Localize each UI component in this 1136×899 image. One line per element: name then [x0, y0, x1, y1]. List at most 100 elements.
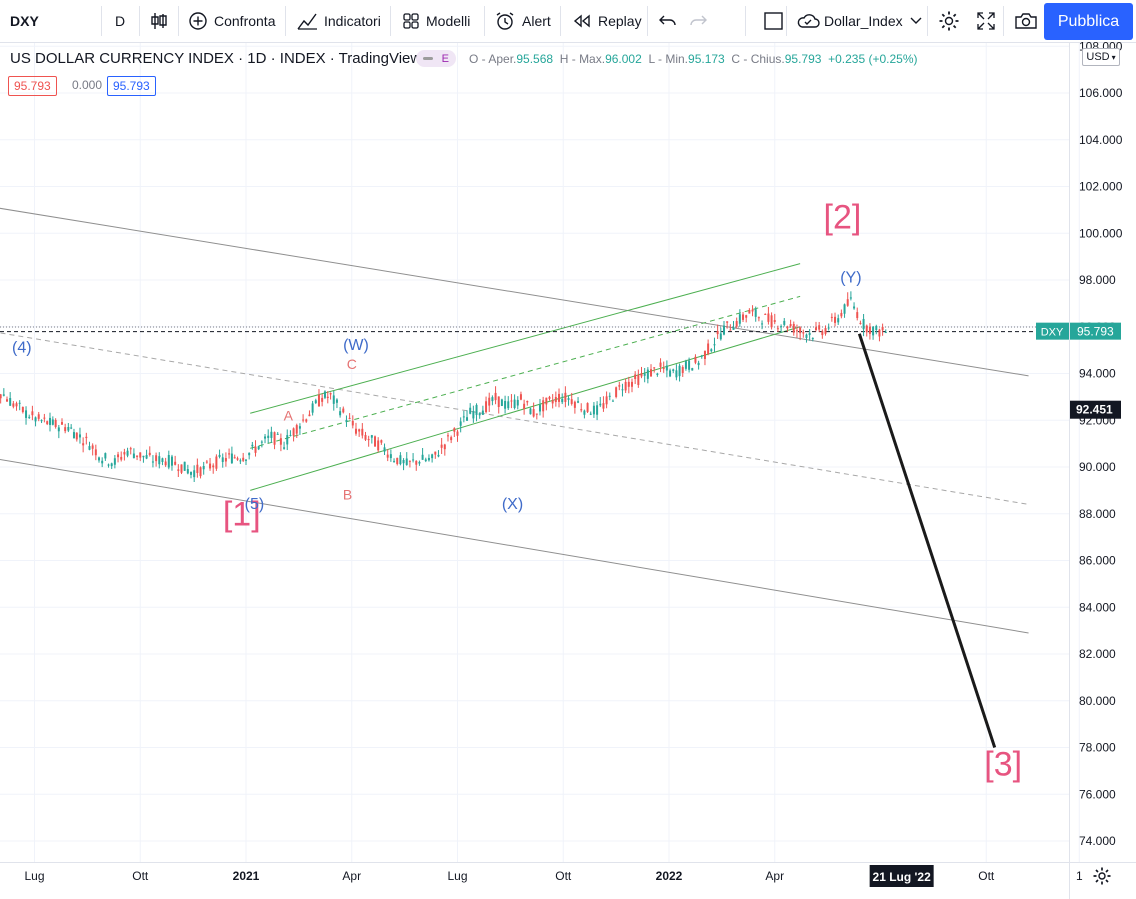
time-tick-label: Apr — [765, 869, 784, 883]
candle-body — [218, 454, 221, 457]
candle-body — [592, 405, 595, 415]
candle-body — [757, 317, 760, 319]
candle-body — [764, 313, 767, 315]
ask-box[interactable]: 95.793 — [107, 76, 156, 96]
templates-button[interactable]: Modelli — [394, 0, 478, 42]
alert-label: Alert — [522, 13, 551, 29]
candle-body — [383, 447, 386, 452]
undo-icon — [659, 15, 676, 26]
candle-body — [504, 400, 507, 409]
candle-body — [279, 438, 282, 445]
candle-body — [630, 381, 633, 387]
crosshair-price-tag — [1070, 400, 1121, 419]
camera-icon — [1015, 13, 1037, 29]
candle-body — [107, 464, 110, 466]
candle-body — [161, 458, 164, 462]
time-tick-label: 1 — [1076, 869, 1083, 883]
chart-style-button[interactable] — [140, 0, 178, 42]
symbol-search-button[interactable]: DXY — [2, 0, 100, 42]
candle-body — [783, 320, 786, 325]
candle-body — [580, 409, 583, 411]
candle-body — [659, 362, 662, 367]
candle-body — [70, 427, 73, 429]
alert-button[interactable]: Alert — [486, 0, 559, 42]
currency-select[interactable]: USD ▾ — [1082, 48, 1120, 66]
legend-badge[interactable]: E — [416, 50, 456, 67]
candle-body — [151, 461, 154, 463]
compare-label: Confronta — [214, 13, 276, 29]
candle-body — [298, 426, 301, 429]
candle-body — [618, 385, 621, 387]
indicators-button[interactable]: Indicatori — [288, 0, 389, 42]
interval-button[interactable]: D — [102, 0, 138, 42]
candle-body — [370, 435, 373, 438]
redo-button[interactable] — [680, 0, 716, 42]
undo-button[interactable] — [650, 0, 686, 42]
price-tick-label: 76.000 — [1079, 787, 1116, 801]
candle-body — [292, 428, 295, 436]
candle-body — [589, 413, 592, 415]
candle-body — [478, 413, 481, 416]
candle-body — [570, 399, 573, 404]
candle-body — [567, 398, 570, 400]
candle-body — [805, 334, 808, 338]
toolbar-divider — [927, 6, 928, 36]
candle-body — [507, 401, 510, 409]
chart-settings-button[interactable] — [1092, 866, 1112, 891]
candle-body — [164, 461, 167, 466]
channel-upper-line — [0, 207, 1029, 377]
price-tick-label: 104.000 — [1079, 133, 1123, 147]
candle-body — [773, 320, 776, 322]
publish-button[interactable]: Pubblica — [1044, 3, 1133, 40]
candle-body — [358, 429, 361, 432]
candle-body — [491, 397, 494, 402]
candle-body — [488, 397, 491, 406]
save-layout-button[interactable]: Dollar_Index — [788, 0, 931, 42]
candle-body — [190, 472, 193, 475]
candle-body — [770, 315, 773, 328]
candle-body — [754, 309, 757, 317]
candle-body — [399, 455, 402, 465]
replay-button[interactable]: Replay — [564, 0, 650, 42]
candle-body — [46, 421, 49, 425]
candle-body — [427, 457, 430, 461]
candle-body — [88, 446, 91, 450]
candle-body — [239, 460, 242, 462]
crosshair-price-value: 92.451 — [1076, 403, 1113, 417]
candle-body — [523, 403, 526, 409]
layout-select-button[interactable] — [755, 0, 793, 42]
candle-body — [707, 343, 710, 354]
candle-body — [814, 327, 817, 331]
candle-body — [726, 321, 729, 323]
settings-button[interactable] — [930, 0, 968, 42]
candle-body — [799, 327, 802, 334]
candle-body — [233, 457, 236, 459]
bid-box[interactable]: 95.793 — [8, 76, 57, 96]
toolbar-divider — [647, 6, 648, 36]
candle-body — [494, 392, 497, 401]
candle-body — [564, 392, 567, 402]
candle-body — [196, 464, 199, 474]
candle-body — [450, 437, 453, 441]
toolbar-divider — [101, 6, 102, 36]
wave-label: [3] — [984, 746, 1022, 784]
candle-body — [18, 402, 21, 404]
price-tick-label: 106.000 — [1079, 86, 1123, 100]
candle-body — [868, 326, 871, 334]
candle-body — [132, 453, 135, 459]
fullscreen-button[interactable] — [968, 0, 1004, 42]
toolbar-divider — [1003, 6, 1004, 36]
candle-body — [875, 325, 878, 330]
last-price-symbol: DXY — [1041, 327, 1064, 339]
candle-body — [424, 459, 427, 462]
snapshot-button[interactable] — [1006, 0, 1046, 42]
wave-label: [1] — [223, 495, 261, 533]
candle-body — [811, 338, 814, 340]
candle-body — [561, 398, 564, 403]
chart-grid — [0, 43, 1080, 862]
candle-body — [697, 362, 700, 366]
candle-body — [849, 297, 852, 299]
compare-button[interactable]: Confronta — [180, 0, 283, 42]
toolbar-divider — [786, 6, 787, 36]
